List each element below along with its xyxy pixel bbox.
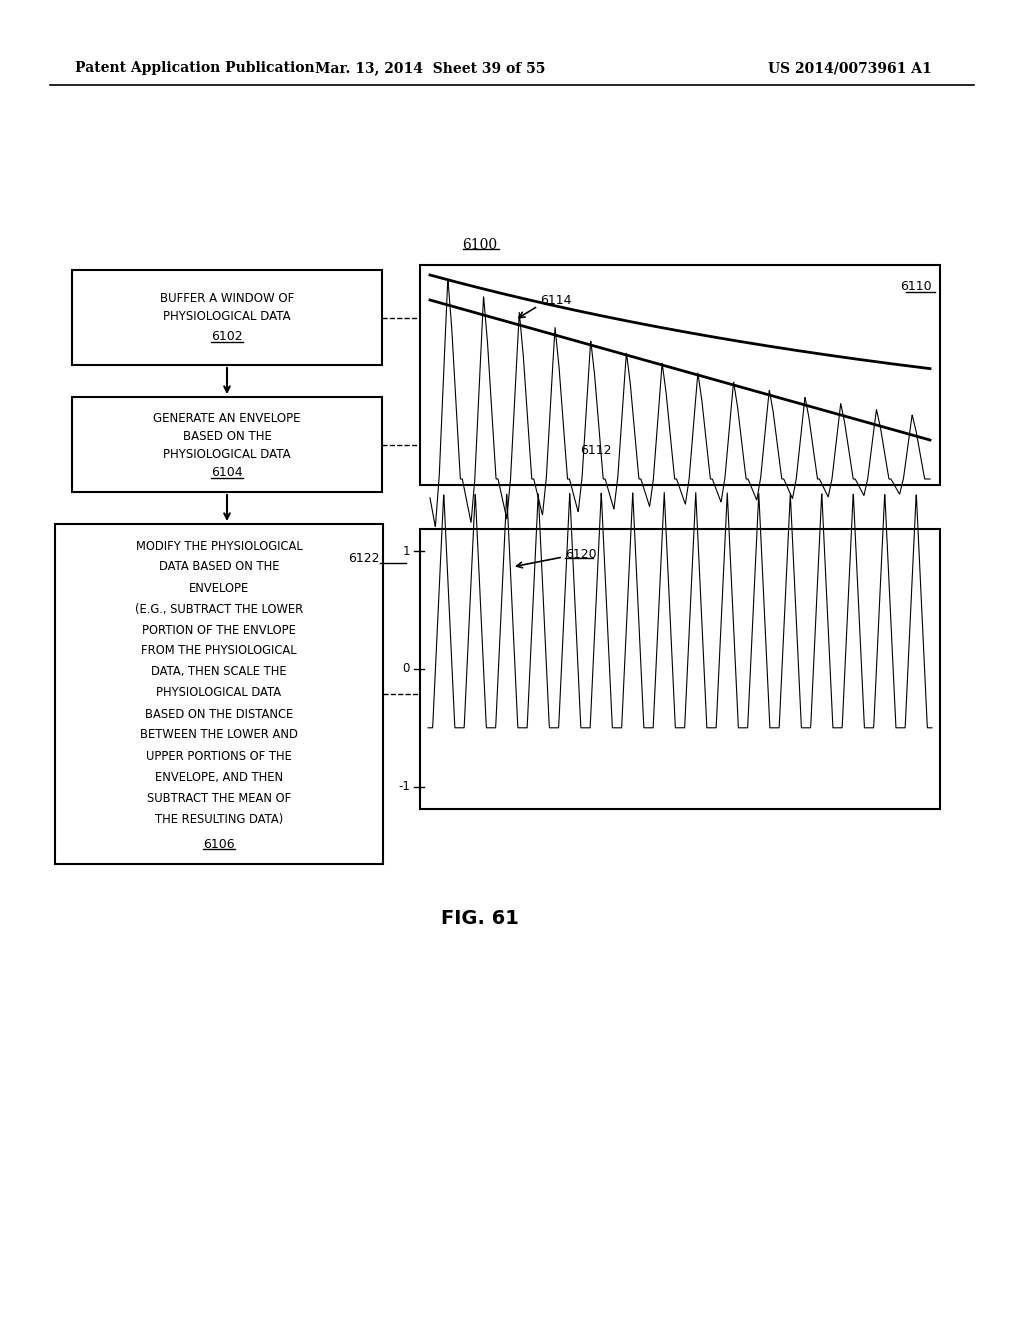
Text: 6114: 6114 [540,293,571,306]
Text: Patent Application Publication: Patent Application Publication [75,61,314,75]
Text: ENVELOPE, AND THEN: ENVELOPE, AND THEN [155,771,283,784]
Bar [72,397,382,492]
Text: 6104: 6104 [211,466,243,479]
Text: BASED ON THE: BASED ON THE [182,430,271,444]
Bar [420,265,940,484]
Bar [420,529,940,809]
Text: 6120: 6120 [565,548,597,561]
Text: PHYSIOLOGICAL DATA: PHYSIOLOGICAL DATA [163,309,291,322]
Text: THE RESULTING DATA): THE RESULTING DATA) [155,813,283,825]
Text: BASED ON THE DISTANCE: BASED ON THE DISTANCE [144,708,293,721]
Text: BUFFER A WINDOW OF: BUFFER A WINDOW OF [160,292,294,305]
Text: -1: -1 [398,780,410,793]
Text: US 2014/0073961 A1: US 2014/0073961 A1 [768,61,932,75]
Bar [55,524,383,865]
Text: 6100: 6100 [463,238,498,252]
Text: 1: 1 [402,545,410,558]
Text: PHYSIOLOGICAL DATA: PHYSIOLOGICAL DATA [157,686,282,700]
Text: 6106: 6106 [203,837,234,850]
Text: Mar. 13, 2014  Sheet 39 of 55: Mar. 13, 2014 Sheet 39 of 55 [314,61,545,75]
Text: BETWEEN THE LOWER AND: BETWEEN THE LOWER AND [140,729,298,742]
Text: 0: 0 [402,663,410,676]
Text: PORTION OF THE ENVLOPE: PORTION OF THE ENVLOPE [142,623,296,636]
Text: 6112: 6112 [580,444,611,457]
Text: 6110: 6110 [900,281,932,293]
Text: 6122: 6122 [348,553,380,565]
Text: DATA, THEN SCALE THE: DATA, THEN SCALE THE [152,665,287,678]
Text: FROM THE PHYSIOLOGICAL: FROM THE PHYSIOLOGICAL [141,644,297,657]
Text: PHYSIOLOGICAL DATA: PHYSIOLOGICAL DATA [163,449,291,462]
Text: ENVELOPE: ENVELOPE [188,582,249,594]
Text: (E.G., SUBTRACT THE LOWER: (E.G., SUBTRACT THE LOWER [135,602,303,615]
Text: SUBTRACT THE MEAN OF: SUBTRACT THE MEAN OF [146,792,291,804]
Text: UPPER PORTIONS OF THE: UPPER PORTIONS OF THE [146,750,292,763]
Text: MODIFY THE PHYSIOLOGICAL: MODIFY THE PHYSIOLOGICAL [135,540,302,553]
Text: 6102: 6102 [211,330,243,343]
Text: FIG. 61: FIG. 61 [441,909,519,928]
Text: DATA BASED ON THE: DATA BASED ON THE [159,561,280,573]
Bar [72,271,382,366]
Text: GENERATE AN ENVELOPE: GENERATE AN ENVELOPE [154,412,301,425]
